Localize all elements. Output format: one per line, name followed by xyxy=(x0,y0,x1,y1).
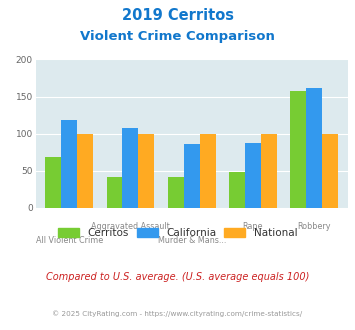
Bar xyxy=(122,128,138,208)
Text: Aggravated Assault: Aggravated Assault xyxy=(91,222,170,231)
Text: © 2025 CityRating.com - https://www.cityrating.com/crime-statistics/: © 2025 CityRating.com - https://www.city… xyxy=(53,310,302,317)
Text: 2019 Cerritos: 2019 Cerritos xyxy=(121,8,234,23)
Bar xyxy=(138,134,154,208)
Bar xyxy=(290,91,306,208)
Bar xyxy=(168,178,184,208)
Bar xyxy=(61,120,77,208)
Bar xyxy=(229,172,245,208)
Bar xyxy=(245,143,261,208)
Bar xyxy=(306,87,322,208)
Text: Murder & Mans...: Murder & Mans... xyxy=(158,236,226,245)
Bar xyxy=(77,134,93,208)
Text: Rape: Rape xyxy=(243,222,263,231)
Bar xyxy=(322,134,338,208)
Bar xyxy=(184,144,200,208)
Bar xyxy=(106,178,122,208)
Text: Robbery: Robbery xyxy=(297,222,331,231)
Text: All Violent Crime: All Violent Crime xyxy=(36,236,103,245)
Text: Violent Crime Comparison: Violent Crime Comparison xyxy=(80,30,275,43)
Bar xyxy=(261,134,277,208)
Bar xyxy=(200,134,215,208)
Bar xyxy=(45,157,61,208)
Text: Compared to U.S. average. (U.S. average equals 100): Compared to U.S. average. (U.S. average … xyxy=(46,272,309,282)
Legend: Cerritos, California, National: Cerritos, California, National xyxy=(55,225,300,241)
